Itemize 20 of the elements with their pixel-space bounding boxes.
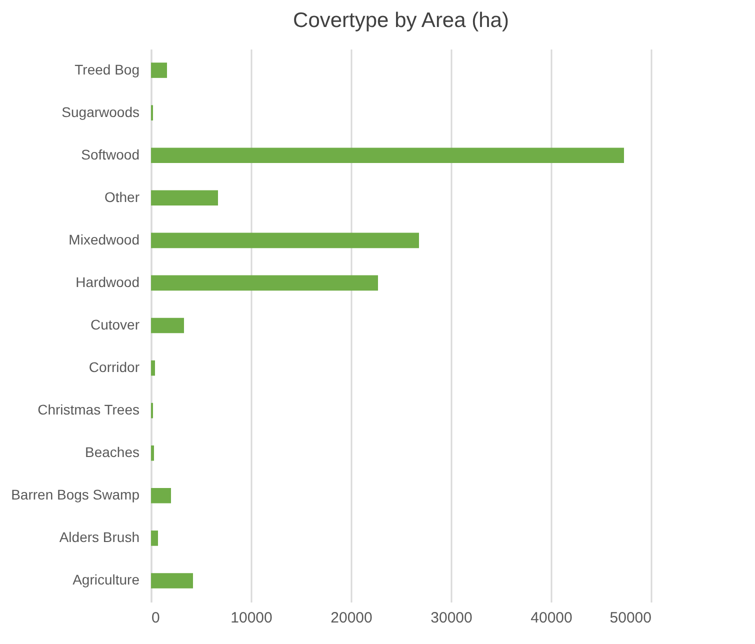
y-tick-label: Mixedwood	[68, 231, 140, 248]
y-tick-label: Beaches	[85, 444, 140, 460]
y-tick-label: Sugarwoods	[62, 104, 140, 120]
y-tick-label: Barren Bogs Swamp	[11, 486, 140, 503]
y-tick-label: Agriculture	[72, 572, 140, 588]
y-tick-label: Other	[104, 188, 140, 205]
x-tick-label: 10000	[230, 610, 272, 626]
x-tick-label: 40000	[530, 610, 572, 626]
y-tick-label: Treed Bog	[74, 61, 140, 78]
x-tick-label: 30000	[430, 610, 472, 626]
y-tick-label: Corridor	[88, 359, 140, 376]
x-tick-label: 20000	[330, 610, 372, 626]
y-tick-label: Hardwood	[76, 274, 140, 290]
x-tick-label: 0	[152, 610, 160, 626]
y-tick-label: Softwood	[81, 146, 140, 162]
y-tick-label: Christmas Trees	[38, 402, 140, 418]
x-tick-label: 50000	[610, 610, 652, 626]
y-tick-label: Alders Brush	[59, 529, 140, 546]
y-tick-label: Cutover	[90, 316, 140, 332]
chart-title: Covertype by Area (ha)	[293, 9, 509, 32]
